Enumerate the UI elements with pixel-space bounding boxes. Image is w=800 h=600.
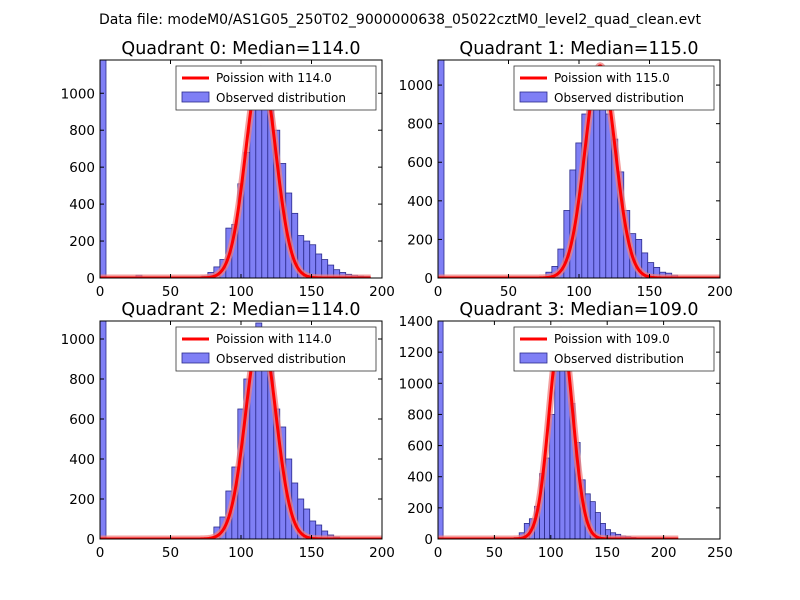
y-tick-label: 1000 (399, 376, 433, 392)
x-tick-label: 0 (434, 545, 443, 561)
histogram-bar (438, 60, 445, 278)
legend-label-observed: Observed distribution (216, 91, 346, 105)
x-tick-label: 200 (707, 284, 733, 300)
y-tick-label: 0 (424, 271, 433, 287)
figure-suptitle: Data file: modeM0/AS1G05_250T02_90000006… (99, 12, 701, 28)
y-tick-label: 400 (407, 470, 433, 486)
quadrant-3-panel: 0 50 100 150 200 250 0 200 400 600 800 1000 1200 1400… (399, 300, 733, 561)
y-tick-label: 600 (407, 155, 433, 171)
x-tick-label: 150 (299, 545, 325, 561)
x-tick-label: 150 (299, 284, 325, 300)
quadrant-2-legend: Poission with 114.0 Observed distribution (175, 326, 377, 372)
quadrant-2-panel: 0 50 100 150 200 0 200 400 600 800 1000 Quadrant 2:… (61, 300, 395, 561)
y-tick-label: 1400 (399, 314, 433, 330)
legend-label-poisson: Poission with 115.0 (554, 71, 670, 85)
x-tick-label: 100 (538, 545, 564, 561)
quadrant-0-legend: Poission with 114.0 Observed distribution (175, 65, 377, 111)
quadrant-1-title: Quadrant 1: Median=115.0 (459, 39, 698, 59)
legend-patch-swatch (181, 91, 210, 103)
x-tick-label: 0 (96, 545, 105, 561)
x-tick-label: 100 (228, 545, 254, 561)
legend-patch-swatch (519, 352, 548, 364)
y-tick-label: 800 (407, 117, 433, 133)
quadrant-1-panel: 0 50 100 150 200 0 200 400 600 800 1000 Quadrant 1:… (399, 39, 733, 300)
quadrant-3-axes-frame (437, 320, 721, 540)
quadrant-2-poisson (100, 327, 382, 539)
poisson-curve (438, 64, 720, 278)
quadrant-2-title: Quadrant 2: Median=114.0 (121, 300, 360, 320)
x-tick-label: 250 (707, 545, 733, 561)
legend-label-observed: Observed distribution (216, 352, 346, 366)
y-tick-label: 200 (407, 501, 433, 517)
y-tick-label: 0 (424, 532, 433, 548)
legend-box (175, 65, 377, 111)
y-tick-label: 400 (69, 452, 95, 468)
legend-box (513, 326, 715, 372)
histogram-bar (599, 84, 607, 278)
histogram-bar (309, 244, 317, 278)
y-tick-label: 200 (407, 232, 433, 248)
x-tick-label: 50 (162, 284, 179, 300)
y-tick-label: 400 (407, 194, 433, 210)
quadrant-1-legend: Poission with 115.0 Observed distribution (513, 65, 715, 111)
histogram-bar (100, 60, 107, 278)
legend-label-poisson: Poission with 114.0 (216, 71, 332, 85)
x-tick-label: 200 (651, 545, 677, 561)
quadrant-0-panel: 0 50 100 150 200 0 200 400 600 800 1000 Quadrant 0:… (61, 39, 395, 300)
y-tick-label: 600 (407, 439, 433, 455)
histogram-bar (438, 321, 444, 539)
x-tick-label: 200 (369, 284, 395, 300)
x-tick-label: 0 (96, 284, 105, 300)
legend-label-observed: Observed distribution (554, 91, 684, 105)
y-tick-label: 1000 (399, 78, 433, 94)
y-tick-label: 800 (69, 123, 95, 139)
poisson-curve (100, 329, 382, 539)
y-tick-label: 1000 (61, 332, 95, 348)
y-tick-label: 400 (69, 197, 95, 213)
x-tick-label: 150 (637, 284, 663, 300)
y-tick-label: 600 (69, 160, 95, 176)
quadrant-3-title: Quadrant 3: Median=109.0 (459, 300, 698, 320)
legend-label-poisson: Poission with 109.0 (554, 332, 670, 346)
legend-patch-swatch (519, 91, 548, 103)
x-tick-label: 100 (228, 284, 254, 300)
y-tick-label: 200 (69, 492, 95, 508)
x-tick-label: 100 (566, 284, 592, 300)
x-tick-label: 200 (369, 545, 395, 561)
x-tick-label: 0 (434, 284, 443, 300)
y-tick-label: 800 (69, 372, 95, 388)
histogram-bar (554, 367, 561, 539)
y-tick-label: 0 (86, 271, 95, 287)
y-tick-label: 600 (69, 412, 95, 428)
y-tick-label: 1200 (399, 345, 433, 361)
x-tick-label: 150 (594, 545, 620, 561)
quadrant-1-poisson (438, 62, 720, 278)
y-tick-label: 800 (407, 407, 433, 423)
x-tick-label: 50 (500, 284, 517, 300)
legend-box (513, 65, 715, 111)
y-tick-label: 1000 (61, 86, 95, 102)
histogram-bar (100, 321, 107, 539)
quadrant-0-title: Quadrant 0: Median=114.0 (121, 39, 360, 59)
x-tick-label: 50 (486, 545, 503, 561)
legend-patch-swatch (181, 352, 210, 364)
x-tick-label: 50 (162, 545, 179, 561)
legend-box (175, 326, 377, 372)
legend-label-poisson: Poission with 114.0 (216, 332, 332, 346)
quadrant-3-legend: Poission with 109.0 Observed distribution (513, 326, 715, 372)
y-tick-label: 0 (86, 532, 95, 548)
y-tick-label: 200 (69, 234, 95, 250)
legend-label-observed: Observed distribution (554, 352, 684, 366)
